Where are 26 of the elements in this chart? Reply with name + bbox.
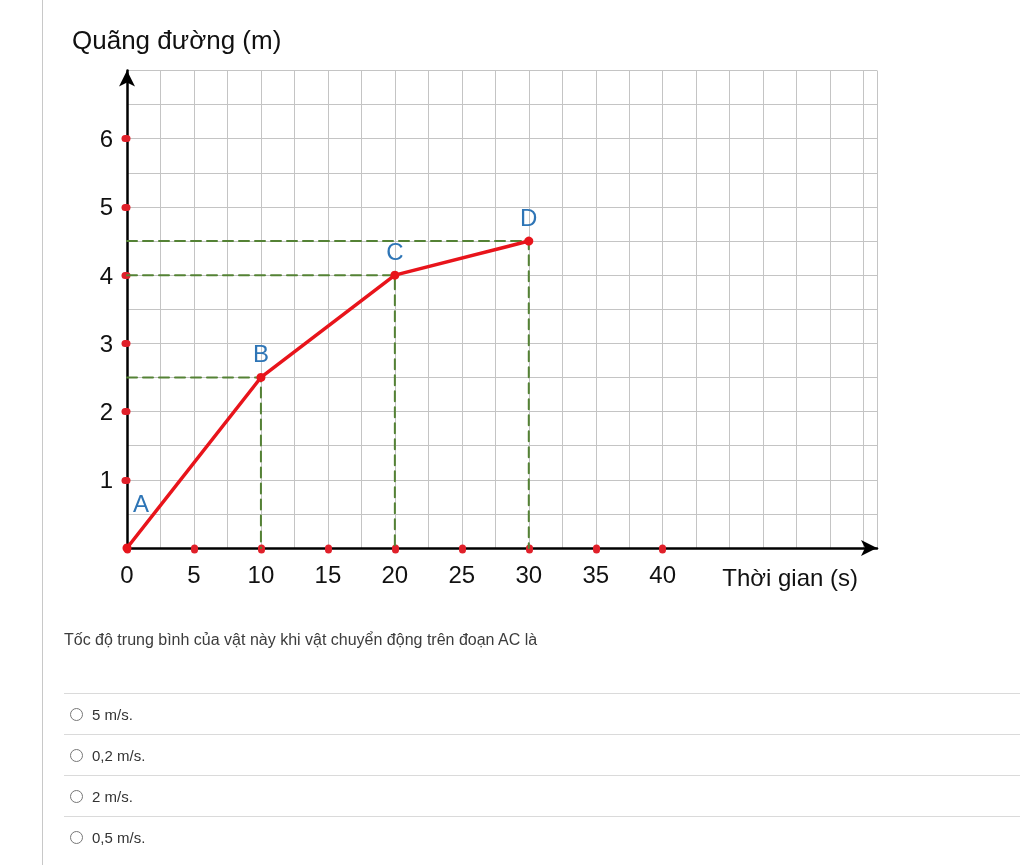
text: Tốc độ trung bình của vật này khi vật chuyển động trên đoạn AC là (64, 631, 538, 648)
annotation: B (252, 339, 269, 367)
y-tick-label: 2 (99, 398, 113, 426)
text: 5 m/s. (92, 705, 133, 723)
y-tick-label: 4 (99, 261, 113, 289)
x-tick-label: 15 (314, 560, 342, 588)
annotation: D (520, 203, 538, 231)
annotation: A (133, 489, 150, 517)
x-tick-label: 35 (582, 560, 610, 588)
y-axis-title: Quãng đường (m) (72, 25, 282, 55)
x-tick-label: 5 (187, 560, 201, 588)
x-tick-label: 10 (247, 560, 275, 588)
text: 0,5 m/s. (92, 828, 146, 846)
text: 0,2 m/s. (92, 746, 146, 764)
x-tick-label: 40 (649, 560, 677, 588)
y-tick-label: 6 (99, 125, 113, 153)
y-tick-label: 5 (99, 193, 113, 221)
x-axis-title: Thời gian (s) (722, 563, 858, 591)
y-tick-label: 1 (99, 466, 113, 494)
text: 2 m/s. (92, 787, 133, 805)
annotation: C (386, 237, 404, 265)
y-tick-label: 3 (99, 329, 113, 357)
x-tick-label: 0 (120, 560, 134, 588)
x-tick-label: 30 (515, 560, 543, 588)
x-tick-label: 25 (448, 560, 476, 588)
x-tick-label: 20 (381, 560, 409, 588)
